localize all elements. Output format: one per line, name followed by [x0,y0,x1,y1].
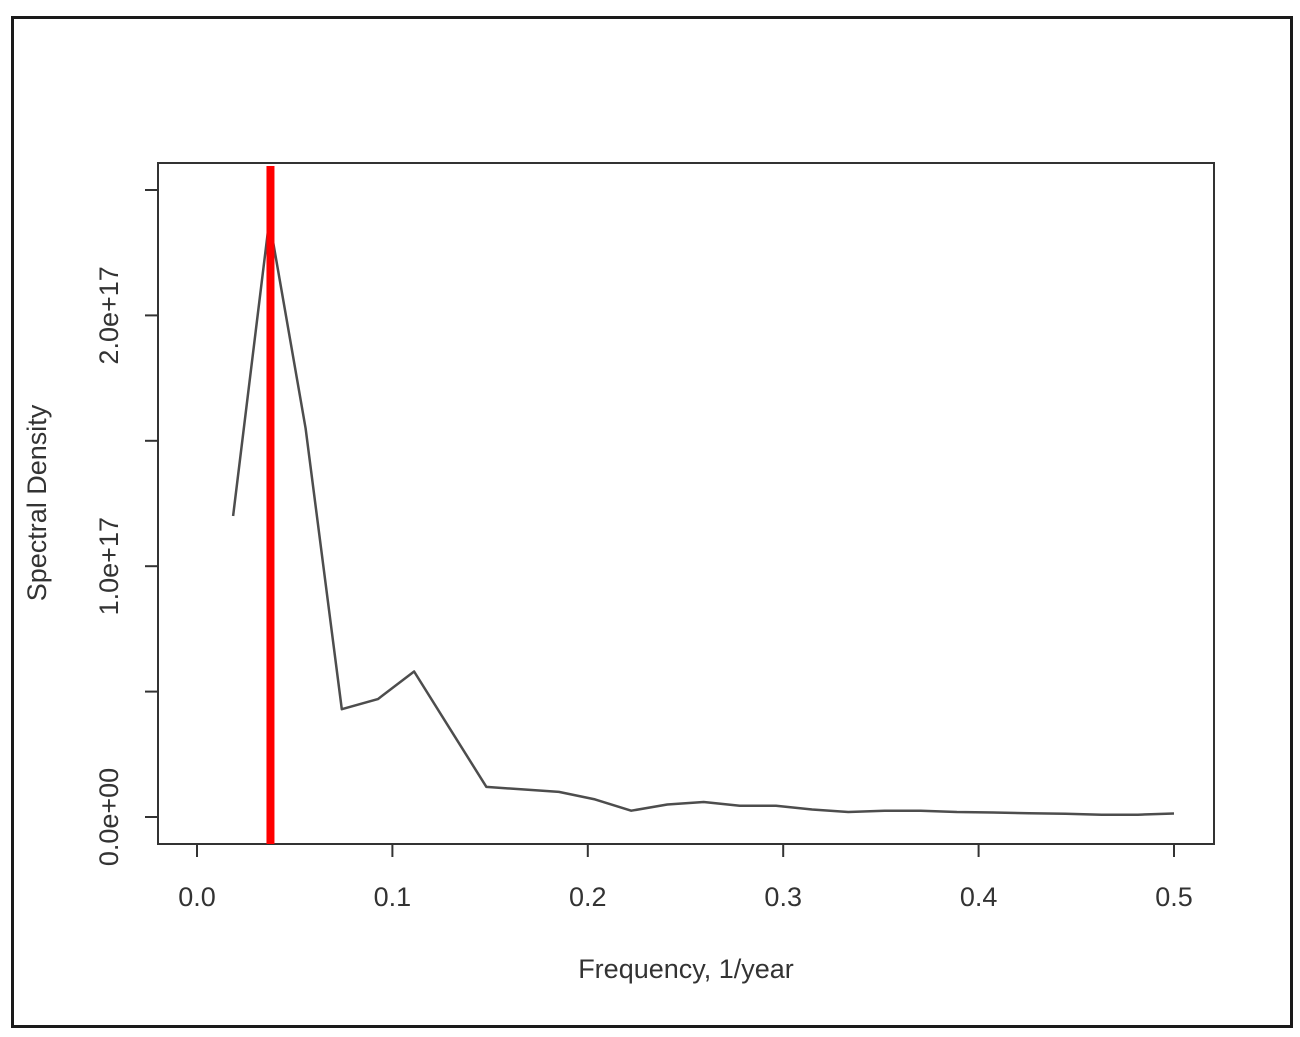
y-axis: 0.0e+00 1.0e+17 2.0e+17 [94,189,159,866]
x-axis-title: Frequency, 1/year [578,954,794,984]
chart-marks [231,166,1175,844]
x-tick-label: 0.1 [374,882,412,912]
figure-frame [11,16,1293,1028]
spectral-density-line [231,218,1175,816]
y-tick-label: 1.0e+17 [94,517,124,615]
x-tick-label: 0.5 [1155,882,1193,912]
y-axis-title: Spectral Density [22,404,52,601]
y-tick-label: 2.0e+17 [94,266,124,364]
x-tick-label: 0.3 [764,882,802,912]
x-axis: 0.0 0.1 0.2 0.3 0.4 0.5 [178,843,1193,912]
y-tick-label: 0.0e+00 [94,768,124,866]
x-tick-label: 0.4 [960,882,998,912]
x-tick-label: 0.2 [569,882,607,912]
x-tick-label: 0.0 [178,882,216,912]
